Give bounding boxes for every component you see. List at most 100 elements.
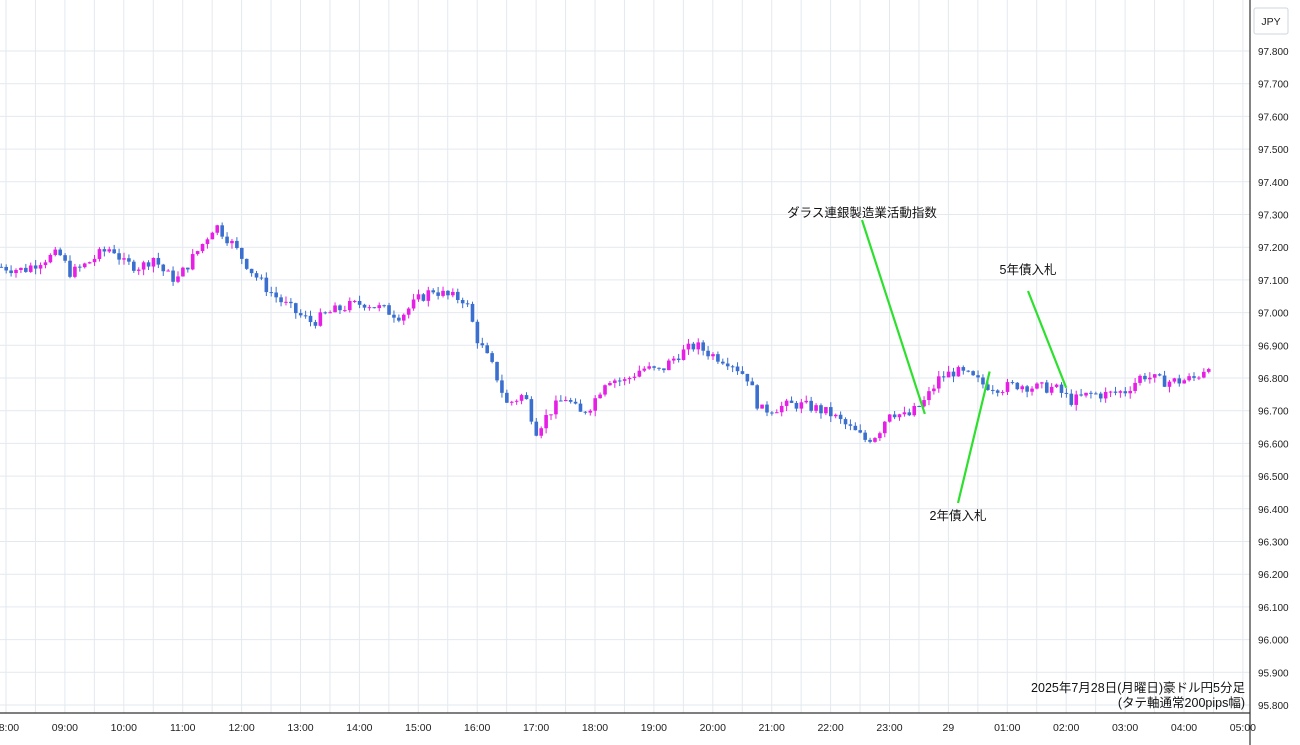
candle-body	[303, 315, 308, 317]
candle-body	[68, 260, 72, 277]
candle-body	[632, 376, 637, 378]
candle-body	[441, 290, 445, 296]
candle-body	[1054, 384, 1059, 387]
candle-body	[725, 363, 730, 367]
candle-body	[372, 307, 377, 309]
candle-body	[721, 361, 725, 364]
candle-body	[347, 300, 352, 311]
candle-body	[735, 366, 740, 372]
candle-body	[603, 385, 607, 395]
candle-body	[53, 249, 58, 255]
candle-body	[784, 400, 789, 406]
candle-body	[446, 290, 450, 296]
candle-body	[431, 290, 436, 293]
candle-body	[1005, 382, 1010, 392]
time-tick-label: 22:00	[817, 722, 843, 734]
candle-body	[1138, 375, 1142, 383]
annotation-label: 5年債入札	[1000, 262, 1057, 277]
candle-body	[1108, 391, 1113, 393]
candle-body	[887, 414, 892, 422]
price-tick-label: 96.000	[1258, 636, 1289, 647]
price-axis-panel	[1250, 0, 1300, 745]
candle-body	[907, 412, 912, 416]
candle-body	[568, 400, 573, 402]
candle-body	[220, 225, 224, 237]
candle-body	[205, 239, 210, 244]
time-tick-label: 19:00	[641, 722, 667, 734]
annotation-pointer	[860, 219, 926, 415]
candle-body	[995, 390, 1000, 393]
candle-body	[701, 342, 705, 351]
time-tick-label: 14:00	[346, 722, 372, 734]
candle-body	[897, 414, 902, 418]
candle-body	[264, 277, 269, 293]
candle-body	[1044, 382, 1049, 393]
candle-body	[490, 353, 494, 362]
candle-body	[460, 299, 465, 304]
candle-body	[181, 267, 185, 277]
candle-body	[352, 300, 357, 302]
candle-body	[97, 249, 102, 259]
candle-body	[514, 400, 519, 402]
candle-body	[613, 380, 617, 384]
time-tick-label: 29	[943, 722, 955, 734]
price-tick-label: 97.800	[1258, 47, 1289, 58]
time-tick-label: 11:00	[170, 722, 196, 734]
annotation-label: 2年債入札	[930, 508, 987, 523]
candle-body	[455, 291, 460, 300]
candle-body	[387, 305, 391, 315]
time-tick-label: 23:00	[876, 722, 902, 734]
candle-body	[642, 368, 647, 371]
candle-body	[986, 384, 990, 390]
time-tick-label: 21:00	[759, 722, 785, 734]
candle-body	[892, 414, 897, 418]
candle-body	[279, 297, 283, 303]
candle-body	[971, 371, 975, 376]
candle-body	[254, 273, 259, 278]
candle-body	[863, 432, 867, 440]
candle-body	[73, 266, 77, 277]
candle-body	[819, 405, 823, 414]
candle-body	[284, 301, 288, 303]
candle-body	[932, 388, 936, 392]
candle-body	[382, 305, 386, 307]
candle-body	[338, 305, 342, 311]
chart-caption-line1: 2025年7月28日(月曜日)豪ドル円5分足	[1031, 680, 1245, 695]
time-tick-label: 16:00	[464, 722, 490, 734]
candle-body	[770, 412, 774, 414]
candle-body	[166, 270, 170, 272]
candle-body	[804, 400, 809, 403]
candle-body	[1202, 371, 1206, 378]
candle-body	[554, 400, 558, 415]
candle-body	[1010, 382, 1015, 384]
candle-body	[637, 370, 642, 377]
candle-body	[873, 438, 877, 442]
price-tick-label: 96.800	[1258, 374, 1289, 385]
candle-body	[367, 307, 372, 309]
candle-body	[662, 368, 666, 371]
candle-body	[1162, 375, 1167, 387]
price-tick-label: 96.400	[1258, 505, 1289, 516]
annotations: ダラス連銀製造業活動指数 5年債入札 2年債入札	[787, 205, 1068, 523]
time-tick-label: 15:00	[405, 722, 431, 734]
price-tick-label: 97.700	[1258, 80, 1289, 91]
candle-body	[230, 240, 234, 244]
candle-body	[1206, 369, 1211, 372]
candle-body	[789, 400, 794, 403]
currency-label: JPY	[1261, 16, 1280, 28]
candle-body	[917, 406, 921, 408]
candle-body	[274, 292, 278, 298]
price-tick-label: 96.900	[1258, 341, 1289, 352]
candle-body	[745, 373, 750, 382]
candle-body	[1059, 384, 1064, 393]
currency-badge[interactable]	[1253, 7, 1289, 35]
candle-body	[333, 305, 337, 313]
candle-body	[19, 267, 23, 270]
candles	[0, 222, 1211, 444]
candle-body	[235, 240, 239, 248]
candle-body	[544, 415, 548, 429]
candle-body	[244, 258, 249, 269]
candle-body	[259, 277, 264, 279]
candle-body	[1098, 393, 1103, 399]
